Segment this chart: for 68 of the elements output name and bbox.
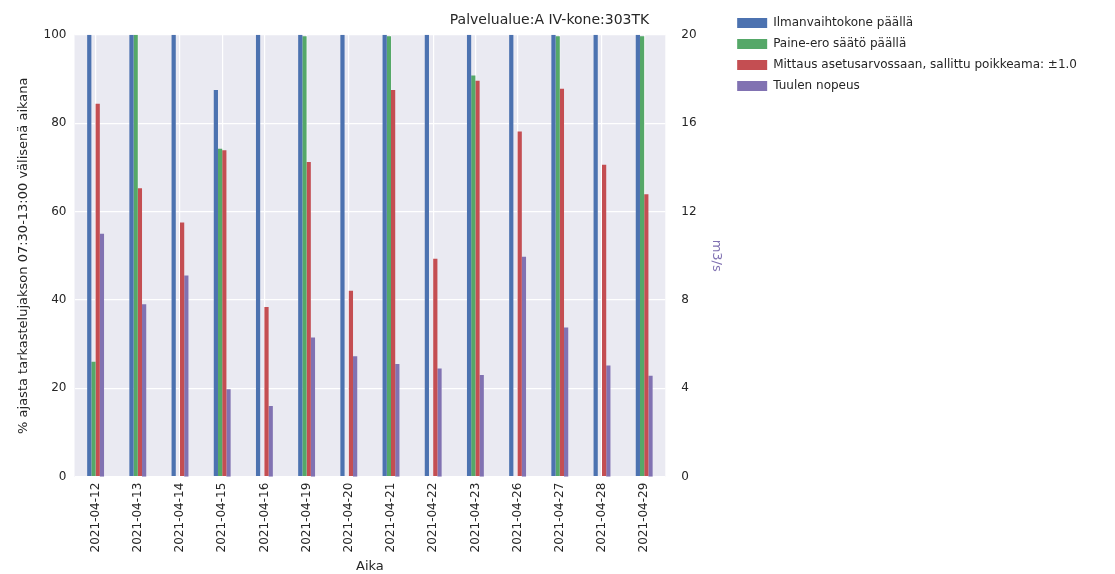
y-tick-label: 80	[51, 115, 67, 130]
bar	[424, 34, 429, 477]
y-axis-title: % ajasta tarkastelujakson 07:30-13:00 välisenä aikana	[15, 77, 31, 434]
bar	[635, 34, 640, 477]
bar	[129, 34, 134, 477]
y2-tick-label: 12	[681, 203, 697, 218]
y2-axis-title: m3/s	[710, 239, 725, 272]
bar	[87, 34, 92, 477]
bar	[639, 36, 645, 477]
bar	[593, 34, 598, 477]
x-tick-label: 2021-04-20	[340, 482, 355, 553]
y2-tick-label: 0	[681, 468, 689, 483]
bar	[171, 34, 176, 477]
x-tick-label: 2021-04-14	[172, 482, 187, 553]
x-tick-label: 2021-04-22	[425, 482, 440, 553]
legend-label: Tuulen nopeus	[772, 78, 860, 93]
y2-tick-label: 20	[681, 26, 697, 41]
bar	[340, 34, 345, 477]
bar	[302, 36, 307, 477]
y2-tick-label: 16	[681, 115, 697, 130]
bar	[91, 361, 96, 477]
y2-tick-label: 8	[681, 292, 689, 307]
bar	[222, 150, 227, 477]
bar	[306, 162, 311, 477]
bar	[217, 148, 223, 477]
legend-label: Paine-ero säätö päällä	[773, 36, 907, 51]
x-tick-label: 2021-04-27	[551, 482, 566, 553]
x-tick-label: 2021-04-16	[256, 482, 271, 553]
bar	[264, 306, 269, 477]
bar	[559, 88, 565, 477]
bar	[466, 34, 472, 477]
bar	[644, 194, 649, 477]
bar	[391, 90, 396, 477]
x-axis-title: Aika	[356, 557, 384, 573]
y2-tick-label: 4	[681, 380, 689, 395]
y-tick-label: 0	[58, 468, 67, 483]
bar	[382, 34, 387, 477]
bar	[386, 36, 391, 477]
y-tick-label: 40	[51, 292, 67, 307]
chart-title: Palvelualue:A IV-kone:303TK	[449, 11, 651, 28]
bar	[395, 363, 400, 477]
bar	[509, 34, 514, 477]
x-tick-label: 2021-04-29	[636, 482, 651, 553]
bar	[555, 36, 560, 477]
x-tick-label: 2021-04-13	[129, 482, 144, 553]
bar	[213, 90, 218, 477]
legend-label: Mittaus asetusarvossaan, sallittu poikkeama: ±1.0	[773, 57, 1077, 72]
y-tick-label: 100	[43, 26, 67, 41]
bar	[471, 75, 476, 477]
legend-label: Ilmanvaihtokone päällä	[773, 15, 914, 30]
x-tick-label: 2021-04-12	[87, 482, 102, 553]
bar	[298, 34, 303, 477]
x-tick-label: 2021-04-23	[467, 482, 482, 553]
bar	[551, 34, 556, 477]
x-tick-label: 2021-04-15	[214, 482, 229, 553]
bar	[479, 375, 484, 477]
bar	[475, 80, 480, 477]
y-tick-label: 20	[51, 380, 67, 395]
y-tick-label: 60	[51, 203, 67, 218]
bar	[433, 258, 438, 477]
x-tick-label: 2021-04-19	[298, 482, 313, 553]
bar	[602, 164, 607, 477]
x-tick-label: 2021-04-26	[509, 482, 524, 553]
bar	[133, 34, 138, 477]
bar	[226, 389, 231, 477]
x-tick-label: 2021-04-21	[383, 482, 398, 553]
x-tick-label: 2021-04-28	[594, 482, 609, 553]
bar	[255, 34, 261, 477]
